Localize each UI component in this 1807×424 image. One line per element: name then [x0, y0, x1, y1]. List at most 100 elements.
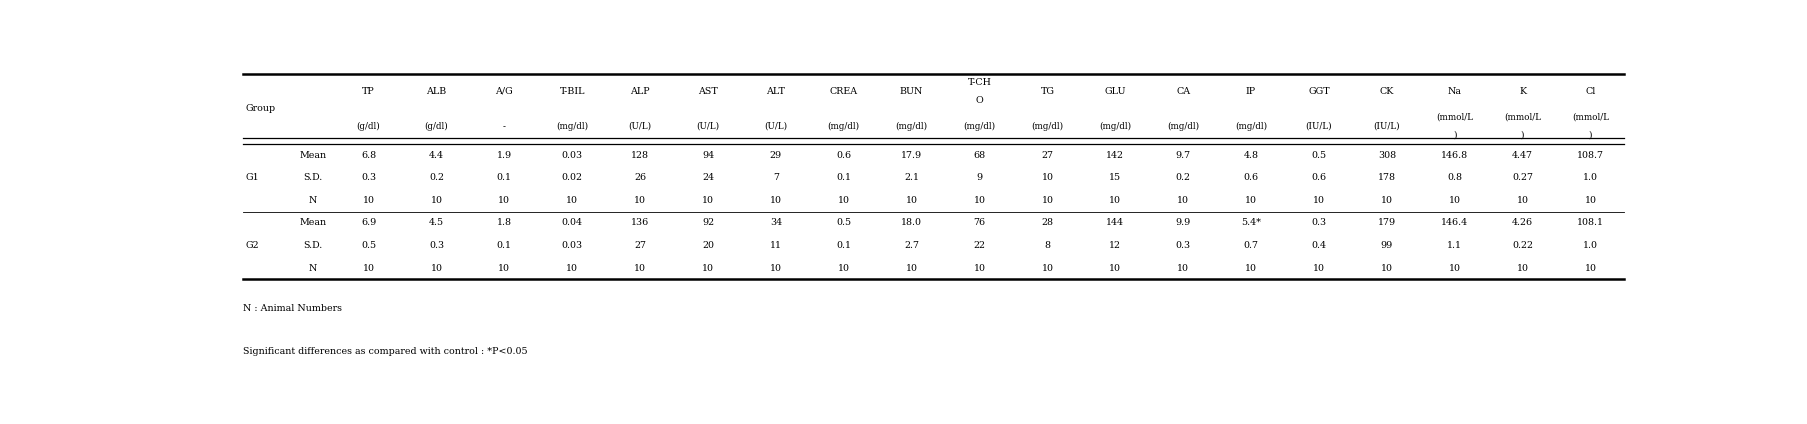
- Text: 22: 22: [972, 241, 985, 250]
- Text: 10: 10: [363, 264, 374, 273]
- Text: 15: 15: [1109, 173, 1120, 182]
- Text: Significant differences as compared with control : *P<0.05: Significant differences as compared with…: [242, 347, 528, 356]
- Text: 8: 8: [1044, 241, 1050, 250]
- Text: 0.5: 0.5: [837, 218, 851, 227]
- Text: 10: 10: [1516, 196, 1527, 205]
- Text: 27: 27: [1041, 151, 1053, 159]
- Text: Na: Na: [1447, 87, 1460, 96]
- Text: 10: 10: [972, 264, 985, 273]
- Text: 10: 10: [837, 196, 849, 205]
- Text: 0.6: 0.6: [1243, 173, 1258, 182]
- Text: N: N: [309, 264, 316, 273]
- Text: 0.8: 0.8: [1446, 173, 1462, 182]
- Text: 10: 10: [1381, 196, 1391, 205]
- Text: 29: 29: [770, 151, 781, 159]
- Text: (U/L): (U/L): [696, 122, 719, 131]
- Text: 94: 94: [701, 151, 714, 159]
- Text: (mg/dl): (mg/dl): [1099, 122, 1131, 131]
- Text: (IU/L): (IU/L): [1305, 122, 1332, 131]
- Text: T-CH: T-CH: [967, 78, 990, 87]
- Text: 10: 10: [1109, 264, 1120, 273]
- Text: 0.1: 0.1: [837, 241, 851, 250]
- Text: 0.3: 0.3: [1175, 241, 1191, 250]
- Text: (g/dl): (g/dl): [425, 122, 448, 131]
- Text: 10: 10: [634, 196, 645, 205]
- Text: 10: 10: [1041, 173, 1053, 182]
- Text: ): ): [1520, 131, 1523, 139]
- Text: 10: 10: [1447, 196, 1460, 205]
- Text: 10: 10: [1447, 264, 1460, 273]
- Text: 178: 178: [1377, 173, 1395, 182]
- Text: 0.22: 0.22: [1511, 241, 1532, 250]
- Text: IP: IP: [1245, 87, 1256, 96]
- Text: 0.5: 0.5: [361, 241, 376, 250]
- Text: 4.5: 4.5: [428, 218, 445, 227]
- Text: ): ): [1588, 131, 1592, 139]
- Text: 12: 12: [1109, 241, 1120, 250]
- Text: 28: 28: [1041, 218, 1053, 227]
- Text: (mg/dl): (mg/dl): [1234, 122, 1267, 131]
- Text: 18.0: 18.0: [900, 218, 922, 227]
- Text: 10: 10: [837, 264, 849, 273]
- Text: 0.04: 0.04: [562, 218, 582, 227]
- Text: 2.1: 2.1: [904, 173, 918, 182]
- Text: 10: 10: [1109, 196, 1120, 205]
- Text: (mg/dl): (mg/dl): [894, 122, 927, 131]
- Text: 2.7: 2.7: [904, 241, 918, 250]
- Text: 0.1: 0.1: [837, 173, 851, 182]
- Text: 0.1: 0.1: [497, 173, 511, 182]
- Text: 179: 179: [1377, 218, 1395, 227]
- Text: 0.6: 0.6: [1310, 173, 1326, 182]
- Text: 10: 10: [1312, 196, 1325, 205]
- Text: 10: 10: [499, 264, 510, 273]
- Text: O: O: [976, 95, 983, 104]
- Text: TG: TG: [1039, 87, 1053, 96]
- Text: 0.7: 0.7: [1243, 241, 1258, 250]
- Text: 10: 10: [1312, 264, 1325, 273]
- Text: 10: 10: [972, 196, 985, 205]
- Text: (g/dl): (g/dl): [356, 122, 379, 131]
- Text: 10: 10: [905, 264, 918, 273]
- Text: 9.9: 9.9: [1175, 218, 1191, 227]
- Text: 10: 10: [1516, 264, 1527, 273]
- Text: (mg/dl): (mg/dl): [1167, 122, 1198, 131]
- Text: 108.1: 108.1: [1576, 218, 1603, 227]
- Text: 10: 10: [634, 264, 645, 273]
- Text: 76: 76: [972, 218, 985, 227]
- Text: ): ): [1453, 131, 1456, 139]
- Text: 4.47: 4.47: [1511, 151, 1532, 159]
- Text: (U/L): (U/L): [764, 122, 788, 131]
- Text: 10: 10: [363, 196, 374, 205]
- Text: 6.8: 6.8: [361, 151, 376, 159]
- Text: AST: AST: [698, 87, 717, 96]
- Text: (mg/dl): (mg/dl): [557, 122, 587, 131]
- Text: 0.27: 0.27: [1511, 173, 1532, 182]
- Text: 27: 27: [634, 241, 645, 250]
- Text: 0.2: 0.2: [1175, 173, 1191, 182]
- Text: 0.02: 0.02: [562, 173, 582, 182]
- Text: 10: 10: [770, 264, 781, 273]
- Text: S.D.: S.D.: [304, 173, 322, 182]
- Text: 10: 10: [430, 264, 443, 273]
- Text: GLU: GLU: [1104, 87, 1126, 96]
- Text: 146.4: 146.4: [1440, 218, 1467, 227]
- Text: Cl: Cl: [1585, 87, 1596, 96]
- Text: 10: 10: [566, 264, 578, 273]
- Text: 10: 10: [770, 196, 781, 205]
- Text: 4.8: 4.8: [1243, 151, 1258, 159]
- Text: 10: 10: [1583, 196, 1596, 205]
- Text: 0.03: 0.03: [562, 241, 582, 250]
- Text: 10: 10: [1176, 196, 1189, 205]
- Text: CREA: CREA: [829, 87, 857, 96]
- Text: 0.6: 0.6: [837, 151, 851, 159]
- Text: ALB: ALB: [426, 87, 446, 96]
- Text: 144: 144: [1106, 218, 1124, 227]
- Text: 10: 10: [1583, 264, 1596, 273]
- Text: (mmol/L: (mmol/L: [1503, 113, 1540, 122]
- Text: (mg/dl): (mg/dl): [963, 122, 996, 131]
- Text: K: K: [1518, 87, 1525, 96]
- Text: 99: 99: [1381, 241, 1391, 250]
- Text: 0.2: 0.2: [428, 173, 445, 182]
- Text: Mean: Mean: [298, 151, 325, 159]
- Text: S.D.: S.D.: [304, 241, 322, 250]
